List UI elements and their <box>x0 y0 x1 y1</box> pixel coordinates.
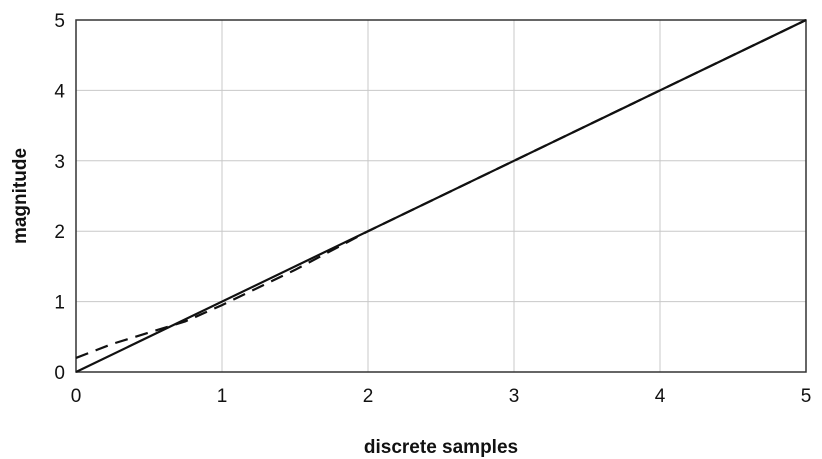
x-axis-title: discrete samples <box>364 437 518 458</box>
y-tick-label: 1 <box>54 293 65 314</box>
x-tick-label: 0 <box>71 386 82 407</box>
x-tick-label: 3 <box>509 386 520 407</box>
y-tick-labels: 0 1 2 3 4 5 <box>54 11 65 384</box>
y-axis-title: magnitude <box>10 148 31 244</box>
x-tick-label: 5 <box>801 386 812 407</box>
grid-layer <box>76 20 806 372</box>
y-tick-label: 0 <box>54 363 65 384</box>
series-layer <box>75 19 807 373</box>
plot-area-frame <box>75 19 807 373</box>
y-tick-label: 3 <box>54 152 65 173</box>
x-tick-label: 2 <box>363 386 374 407</box>
x-tick-label: 4 <box>655 386 666 407</box>
x-tick-label: 1 <box>217 386 228 407</box>
x-tick-labels: 0 1 2 3 4 5 <box>71 386 812 407</box>
y-tick-label: 2 <box>54 222 65 243</box>
y-tick-label: 4 <box>54 81 65 102</box>
series-line-dashed <box>75 19 807 359</box>
y-tick-label: 5 <box>54 11 65 32</box>
